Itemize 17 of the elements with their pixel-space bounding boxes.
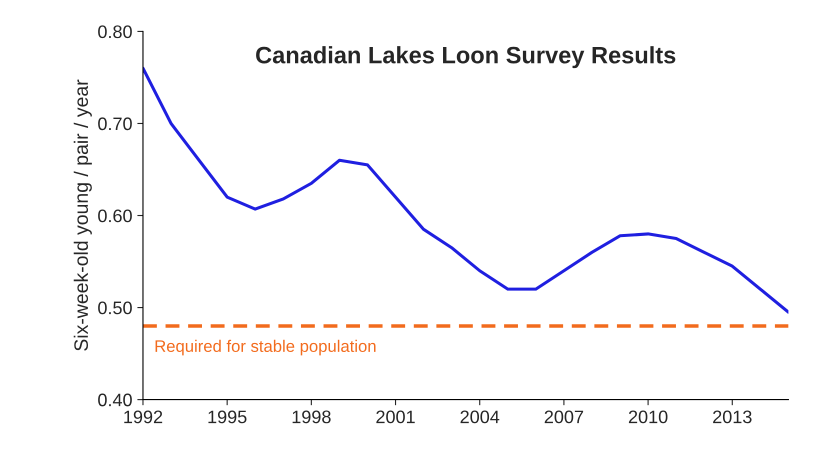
x-tick-label: 2013: [713, 410, 752, 424]
x-tick-label: 1995: [208, 410, 246, 424]
x-tick-label: 2010: [628, 410, 668, 424]
y-tick-label: 0.70: [98, 117, 132, 130]
y-tick-label: 0.60: [98, 209, 132, 222]
x-tick-label: 1998: [292, 410, 331, 424]
y-axis-title: Six-week-old young / pair / year: [74, 80, 92, 351]
line-series: [142, 66, 788, 314]
x-tick-label: 2007: [544, 410, 584, 424]
x-tick-label: 1992: [124, 410, 162, 424]
y-tick-label: 0.40: [98, 394, 132, 406]
y-tick-label: 0.50: [98, 302, 132, 314]
y-tick-label: 0.80: [98, 25, 132, 38]
text: Canadian Lakes Loon Survey Results: [256, 46, 676, 68]
ref-line-label: Required for stable population: [156, 340, 376, 356]
x-tick-label: 2004: [460, 410, 500, 424]
x-tick-label: 2001: [376, 410, 415, 424]
